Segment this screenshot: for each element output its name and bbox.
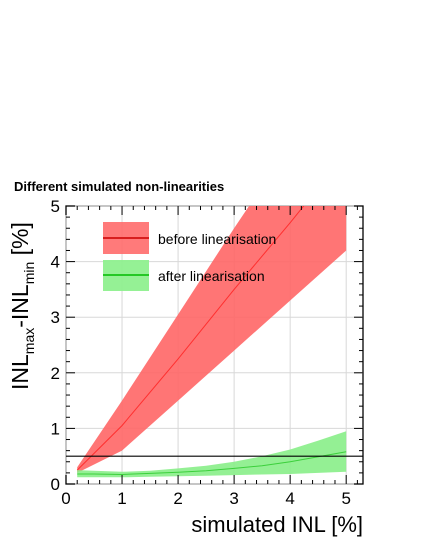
legend: before linearisation after linearisation bbox=[103, 222, 276, 291]
y-tick-label: 4 bbox=[51, 253, 60, 272]
x-tick-label: 0 bbox=[61, 489, 70, 508]
series-layer bbox=[76, 206, 347, 478]
y-tick-label: 1 bbox=[51, 419, 60, 438]
legend-label-before: before linearisation bbox=[158, 231, 276, 247]
y-axis-label: INLmax-INLmin [%] bbox=[7, 222, 37, 390]
x-tick-label: 5 bbox=[341, 489, 350, 508]
chart-title: Different simulated non-linearities bbox=[14, 179, 224, 194]
series-band-0 bbox=[77, 206, 347, 473]
y-tick-label: 2 bbox=[51, 364, 60, 383]
axes-layer: 0 1 2 3 4 5 0 1 2 3 4 5 bbox=[51, 197, 363, 508]
series-center-line-1 bbox=[77, 451, 347, 476]
series-band-1 bbox=[77, 431, 347, 478]
y-tick-label: 5 bbox=[51, 197, 60, 216]
x-axis-label: simulated INL [%] bbox=[191, 512, 363, 537]
x-tick-label: 4 bbox=[285, 489, 294, 508]
x-tick-label: 2 bbox=[173, 489, 182, 508]
y-tick-label: 3 bbox=[51, 308, 60, 327]
x-tick-label: 1 bbox=[117, 489, 126, 508]
x-tick-label: 3 bbox=[229, 489, 238, 508]
legend-label-after: after linearisation bbox=[158, 268, 265, 284]
series-center-line-0 bbox=[76, 206, 305, 471]
y-tick-label: 0 bbox=[51, 475, 60, 494]
